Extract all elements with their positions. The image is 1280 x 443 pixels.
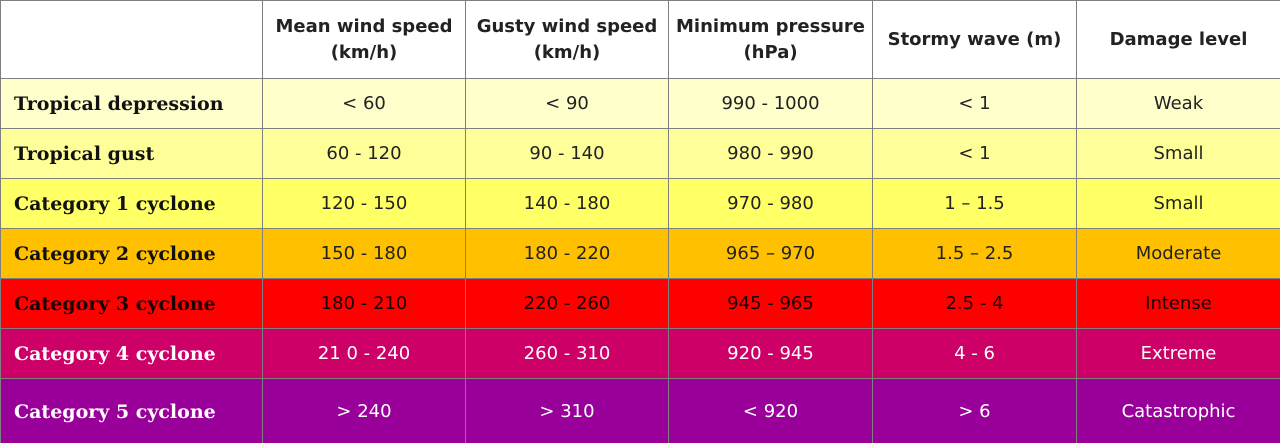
table-cell: > 6 <box>872 378 1077 443</box>
table-cell: Catastrophic <box>1076 378 1280 443</box>
table-cell: 60 - 120 <box>262 128 466 179</box>
table-cell: Moderate <box>1076 228 1280 279</box>
table-cell: < 1 <box>872 78 1077 129</box>
table-cell: 965 – 970 <box>668 228 873 279</box>
row-label: Category 4 cyclone <box>0 328 263 379</box>
row-label: Category 1 cyclone <box>0 178 263 229</box>
column-header: Stormy wave (m) <box>872 0 1077 79</box>
table-cell: 120 - 150 <box>262 178 466 229</box>
table-cell: < 90 <box>465 78 669 129</box>
table-cell: < 920 <box>668 378 873 443</box>
column-header: Damage level <box>1076 0 1280 79</box>
table-row: Tropical gust 60 - 120 90 - 140 980 - 990 < … <box>0 128 1280 179</box>
table-row: Category 3 cyclone 180 - 210 220 - 260 945 … <box>0 278 1280 329</box>
column-header: Minimum pressure (hPa) <box>668 0 873 79</box>
table-row: Tropical depression < 60 < 90 990 - 1000 < 1… <box>0 78 1280 129</box>
table-cell: 1.5 – 2.5 <box>872 228 1077 279</box>
row-label: Category 5 cyclone <box>0 378 263 443</box>
table-cell: 920 - 945 <box>668 328 873 379</box>
table-cell: Extreme <box>1076 328 1280 379</box>
row-label: Tropical gust <box>0 128 263 179</box>
table-cell: Small <box>1076 128 1280 179</box>
table-cell: > 240 <box>262 378 466 443</box>
table-cell: 1 – 1.5 <box>872 178 1077 229</box>
table-cell: 180 - 210 <box>262 278 466 329</box>
column-header: Mean wind speed (km/h) <box>262 0 466 79</box>
table-cell: 2.5 - 4 <box>872 278 1077 329</box>
table-cell: < 60 <box>262 78 466 129</box>
table-cell: 990 - 1000 <box>668 78 873 129</box>
row-label: Category 3 cyclone <box>0 278 263 329</box>
table-cell: 980 - 990 <box>668 128 873 179</box>
table-row: Category 5 cyclone > 240 > 310 < 920 > 6 Cata… <box>0 378 1280 443</box>
table-cell: 21 0 - 240 <box>262 328 466 379</box>
row-label: Tropical depression <box>0 78 263 129</box>
table-cell: Weak <box>1076 78 1280 129</box>
table-body: Tropical depression < 60 < 90 990 - 1000 < 1… <box>0 78 1280 443</box>
table-cell: Intense <box>1076 278 1280 329</box>
table-cell: < 1 <box>872 128 1077 179</box>
table-cell: 945 - 965 <box>668 278 873 329</box>
table-cell: 90 - 140 <box>465 128 669 179</box>
table-cell: 4 - 6 <box>872 328 1077 379</box>
table-cell: 970 - 980 <box>668 178 873 229</box>
table-row: Category 1 cyclone 120 - 150 140 - 180 970 … <box>0 178 1280 229</box>
column-header: Gusty wind speed (km/h) <box>465 0 669 79</box>
table-row: Category 2 cyclone 150 - 180 180 - 220 965 … <box>0 228 1280 279</box>
header-row: Mean wind speed (km/h) Gusty wind speed (… <box>0 0 1280 79</box>
row-label: Category 2 cyclone <box>0 228 263 279</box>
table-cell: 260 - 310 <box>465 328 669 379</box>
table-cell: > 310 <box>465 378 669 443</box>
table-cell: 140 - 180 <box>465 178 669 229</box>
table-cell: 150 - 180 <box>262 228 466 279</box>
table-row: Category 4 cyclone 21 0 - 240 260 - 310 920… <box>0 328 1280 379</box>
table-cell: Small <box>1076 178 1280 229</box>
table-cell: 220 - 260 <box>465 278 669 329</box>
table-cell: 180 - 220 <box>465 228 669 279</box>
column-header <box>0 0 263 79</box>
